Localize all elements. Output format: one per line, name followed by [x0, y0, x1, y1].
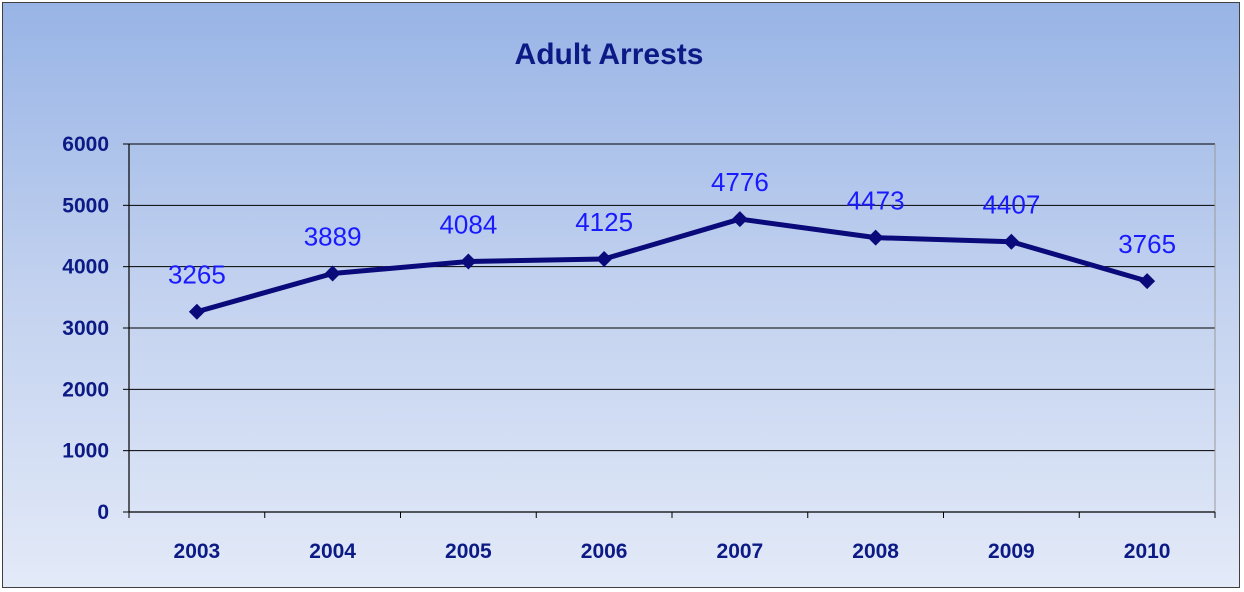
markers	[188, 211, 1156, 320]
gridlines	[129, 143, 1215, 452]
y-tick-label: 3000	[62, 317, 109, 340]
x-tick-label: 2006	[581, 540, 628, 563]
data-point-marker	[867, 229, 884, 246]
axes	[123, 143, 1216, 518]
data-labels: 3265 3889 4084 4125 4776 4473 4407 3765	[168, 167, 1176, 290]
data-label: 4084	[439, 210, 497, 240]
y-tick-label: 1000	[62, 440, 109, 463]
y-tick-label: 0	[97, 501, 109, 524]
data-label: 3765	[1118, 229, 1176, 259]
data-label: 4776	[711, 167, 769, 197]
x-tick-label: 2007	[717, 540, 764, 563]
x-tick-label: 2003	[174, 540, 221, 563]
y-tick-label: 4000	[62, 256, 109, 279]
data-label: 4407	[982, 190, 1040, 220]
data-label: 4125	[575, 207, 633, 237]
data-point-marker	[188, 303, 205, 320]
x-tick-label: 2005	[445, 540, 492, 563]
data-point-marker	[596, 251, 613, 267]
data-point-marker	[731, 211, 748, 228]
chart-title: Adult Arrests	[515, 38, 704, 71]
x-tick-label: 2010	[1124, 540, 1171, 563]
y-tick-label: 5000	[62, 194, 109, 217]
x-tick-label: 2004	[309, 540, 356, 563]
x-tick-label: 2009	[988, 540, 1035, 563]
x-tick-label: 2008	[852, 540, 899, 563]
data-label: 3265	[168, 260, 226, 290]
data-point-marker	[1003, 233, 1020, 250]
data-label: 4473	[847, 186, 905, 216]
line-chart: Adult Arrests 0 1000 2000 3000 4000 5000 6000 2…	[62, 38, 1216, 563]
data-point-marker	[324, 265, 341, 282]
series-line	[196, 216, 1148, 315]
y-tick-label: 6000	[62, 133, 109, 156]
data-point-marker	[460, 253, 477, 270]
data-label: 3889	[304, 221, 362, 251]
tick-labels: 0 1000 2000 3000 4000 5000 6000 2003 2004 2005 200…	[62, 133, 1170, 563]
series-line	[196, 216, 1148, 315]
y-tick-label: 2000	[62, 378, 109, 401]
data-point-marker	[1139, 273, 1156, 290]
